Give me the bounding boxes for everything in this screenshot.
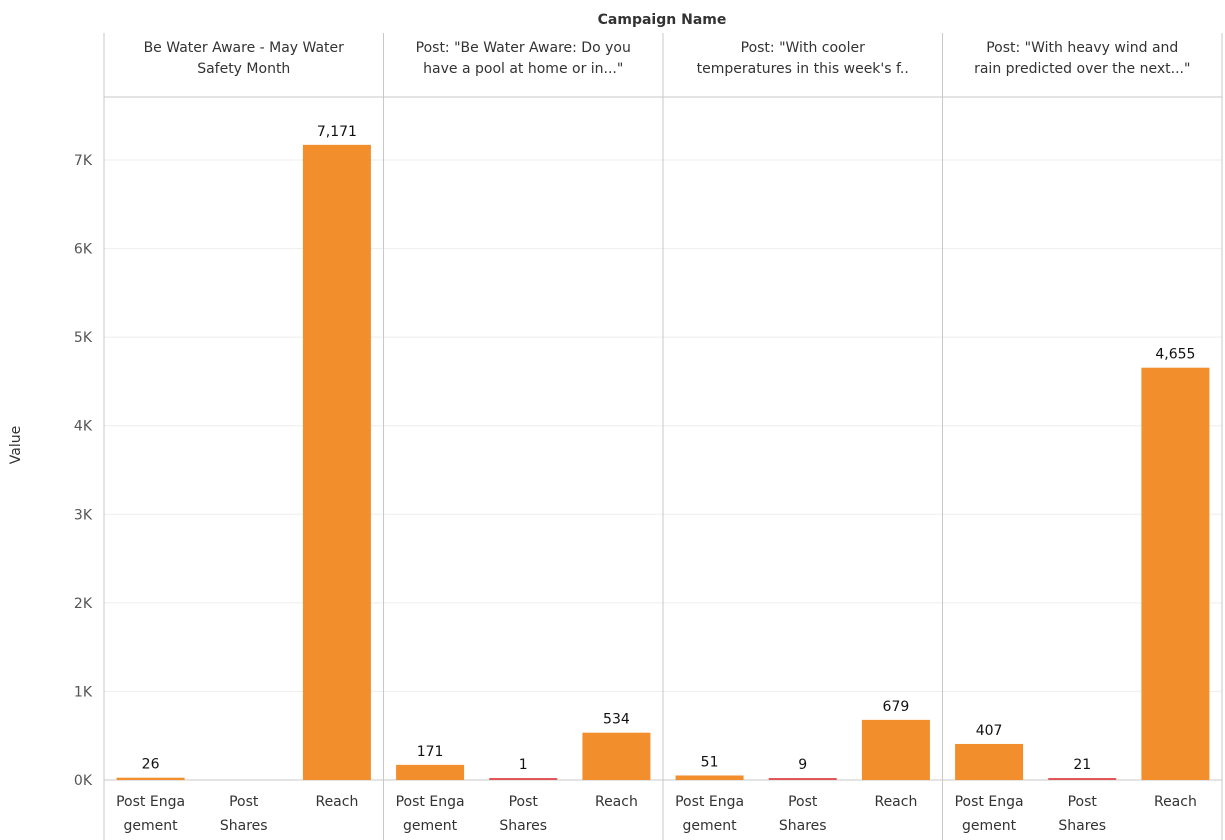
y-tick-label: 2K bbox=[74, 596, 93, 612]
panel-header-line: Be Water Aware - May Water bbox=[144, 40, 345, 56]
y-tick-label: 0K bbox=[74, 773, 93, 789]
data-label: 171 bbox=[417, 744, 444, 760]
x-category-label: Post Enga bbox=[116, 794, 185, 810]
x-category-label: Post bbox=[509, 794, 539, 810]
x-category-label: gement bbox=[124, 818, 179, 834]
x-category-label: Post Enga bbox=[955, 794, 1024, 810]
x-category-label: gement bbox=[403, 818, 458, 834]
panel-header-line: have a pool at home or in..." bbox=[423, 61, 623, 77]
chart-title: Campaign Name bbox=[598, 12, 727, 28]
bar bbox=[768, 778, 837, 780]
x-category-label: Post bbox=[229, 794, 259, 810]
x-category-label: gement bbox=[962, 818, 1017, 834]
bar bbox=[489, 778, 558, 780]
data-label: 7,171 bbox=[317, 124, 357, 140]
x-category-label: Reach bbox=[595, 794, 638, 810]
data-label: 407 bbox=[976, 723, 1003, 739]
panel-header-line: Post: "Be Water Aware: Do you bbox=[416, 40, 631, 56]
panel-header-line: Post: "With heavy wind and bbox=[986, 40, 1178, 56]
data-label: 21 bbox=[1073, 757, 1091, 773]
x-category-label: Post Enga bbox=[396, 794, 465, 810]
bar bbox=[1141, 367, 1210, 780]
y-tick-label: 1K bbox=[74, 684, 93, 700]
x-category-label: Post Enga bbox=[675, 794, 744, 810]
y-axis-title: Value bbox=[8, 426, 24, 464]
panel-header-line: rain predicted over the next..." bbox=[974, 61, 1190, 77]
bar bbox=[1048, 778, 1117, 780]
x-category-label: Shares bbox=[779, 818, 827, 834]
x-category-label: Reach bbox=[1154, 794, 1197, 810]
bar bbox=[675, 775, 744, 780]
panel-1: Be Water Aware - May Water Safety Month 26… bbox=[116, 33, 384, 840]
y-tick-label: 4K bbox=[74, 419, 93, 435]
panel-header-line: temperatures in this week's f.. bbox=[697, 61, 909, 77]
x-category-label: Shares bbox=[1058, 818, 1106, 834]
x-category-label: Reach bbox=[315, 794, 358, 810]
y-tick-label: 6K bbox=[74, 242, 93, 258]
panels: Be Water Aware - May Water Safety Month 26… bbox=[103, 33, 1223, 840]
x-category-label: Shares bbox=[220, 818, 268, 834]
x-category-label: Post bbox=[788, 794, 818, 810]
x-category-label: gement bbox=[683, 818, 738, 834]
panel-header-line: Post: "With cooler bbox=[741, 40, 865, 56]
data-label: 26 bbox=[142, 757, 160, 773]
bar bbox=[955, 743, 1024, 780]
panel-header-line: Safety Month bbox=[197, 61, 290, 77]
y-tick-label: 7K bbox=[74, 153, 93, 169]
y-tick-label: 5K bbox=[74, 330, 93, 346]
x-category-label: Shares bbox=[499, 818, 547, 834]
data-label: 51 bbox=[701, 754, 719, 770]
bar bbox=[116, 777, 185, 780]
panel-3: Post: "With cooler temperatures in this w… bbox=[675, 33, 943, 840]
panel-4: Post: "With heavy wind and rain predicted… bbox=[955, 33, 1223, 840]
x-category-label: Post bbox=[1068, 794, 1098, 810]
bar bbox=[396, 764, 465, 780]
data-label: 534 bbox=[603, 712, 630, 728]
data-label: 1 bbox=[519, 757, 528, 773]
bar bbox=[302, 144, 371, 781]
bar bbox=[582, 732, 651, 780]
bar bbox=[861, 719, 930, 780]
data-label: 679 bbox=[883, 699, 910, 715]
x-category-label: Reach bbox=[874, 794, 917, 810]
data-label: 4,655 bbox=[1155, 347, 1195, 363]
data-label: 9 bbox=[798, 757, 807, 773]
panel-2: Post: "Be Water Aware: Do you have a pool… bbox=[396, 33, 664, 840]
y-tick-label: 3K bbox=[74, 507, 93, 523]
y-axis-ticks: 0K 1K 2K 3K 4K 5K 6K 7K bbox=[74, 153, 93, 789]
